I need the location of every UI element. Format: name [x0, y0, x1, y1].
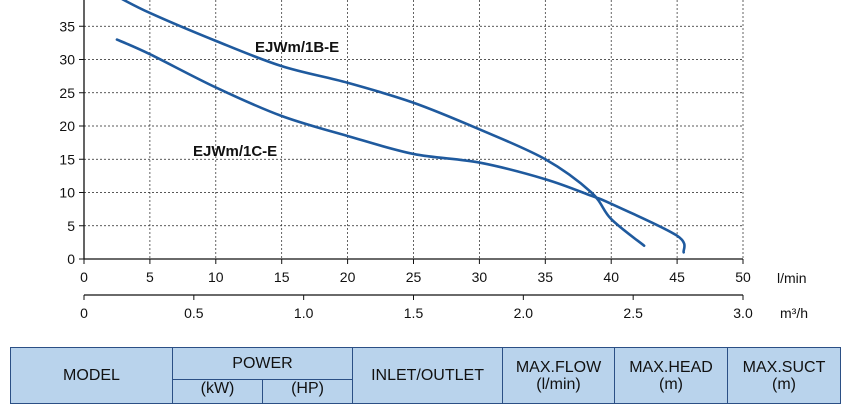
y-tick-label: 35	[59, 18, 75, 34]
max-head-label: MAX.HEAD	[629, 358, 713, 376]
x2-tick-label: 0	[80, 305, 88, 321]
x-tick-label: 10	[208, 269, 224, 285]
x2-tick-label: 3.0	[733, 305, 753, 321]
curve-ejwm-1b-e	[121, 0, 646, 247]
max-suct-unit: (m)	[772, 375, 796, 393]
x2-axis-unit-m3h: m³/h	[780, 305, 808, 321]
header-power: POWER	[171, 347, 354, 380]
series-label: EJWm/1B-E	[255, 39, 339, 56]
x-tick-label: 45	[669, 269, 685, 285]
header-max-head: MAX.HEAD (m)	[614, 347, 729, 404]
y-tick-label: 30	[59, 52, 75, 68]
y-tick-label: 10	[59, 185, 75, 201]
pump-performance-chart: 0 5 10 15 20 25 30 35 40 0 5 10 15 20 25 30 35 40 45 50 l/mi…	[59, 0, 808, 321]
header-model: MODEL	[10, 347, 173, 404]
x-tick-label: 20	[340, 269, 356, 285]
x-tick-label: 35	[538, 269, 554, 285]
x2-tick-label: 1.5	[404, 305, 424, 321]
max-flow-unit: (l/min)	[536, 375, 581, 393]
x-tick-label: 25	[406, 269, 422, 285]
spec-table: MODEL POWER INLET/OUTLET MAX.FLOW (l/min…	[10, 347, 842, 404]
x-axis-unit-lmin: l/min	[777, 270, 807, 286]
x-tick-label: 40	[603, 269, 619, 285]
x-tick-label: 15	[274, 269, 290, 285]
x-tick-label: 50	[735, 269, 751, 285]
y-tick-label: 40	[59, 0, 75, 1]
x2-tick-label: 1.0	[294, 305, 314, 321]
series-label: EJWm/1C-E	[193, 143, 277, 160]
x-tick-label: 0	[80, 269, 88, 285]
max-suct-label: MAX.SUCT	[742, 358, 826, 376]
x-tick-label: 5	[146, 269, 154, 285]
curve-ejwm-1c-e	[115, 38, 686, 254]
x2-tick-label: 2.5	[623, 305, 643, 321]
y-tick-label: 5	[67, 218, 75, 234]
max-head-unit: (m)	[659, 375, 683, 393]
y-tick-label: 15	[59, 151, 75, 167]
header-inlet-outlet: INLET/OUTLET	[352, 347, 504, 404]
header-max-flow: MAX.FLOW (l/min)	[502, 347, 616, 404]
x-tick-label: 30	[472, 269, 488, 285]
y-tick-label: 20	[59, 118, 75, 134]
y-tick-label: 0	[67, 251, 75, 267]
max-flow-label: MAX.FLOW	[515, 358, 602, 376]
y-tick-label: 25	[59, 85, 75, 101]
header-max-suct: MAX.SUCT (m)	[727, 347, 842, 404]
x2-tick-label: 0.5	[184, 305, 204, 321]
x2-tick-label: 2.0	[514, 305, 534, 321]
